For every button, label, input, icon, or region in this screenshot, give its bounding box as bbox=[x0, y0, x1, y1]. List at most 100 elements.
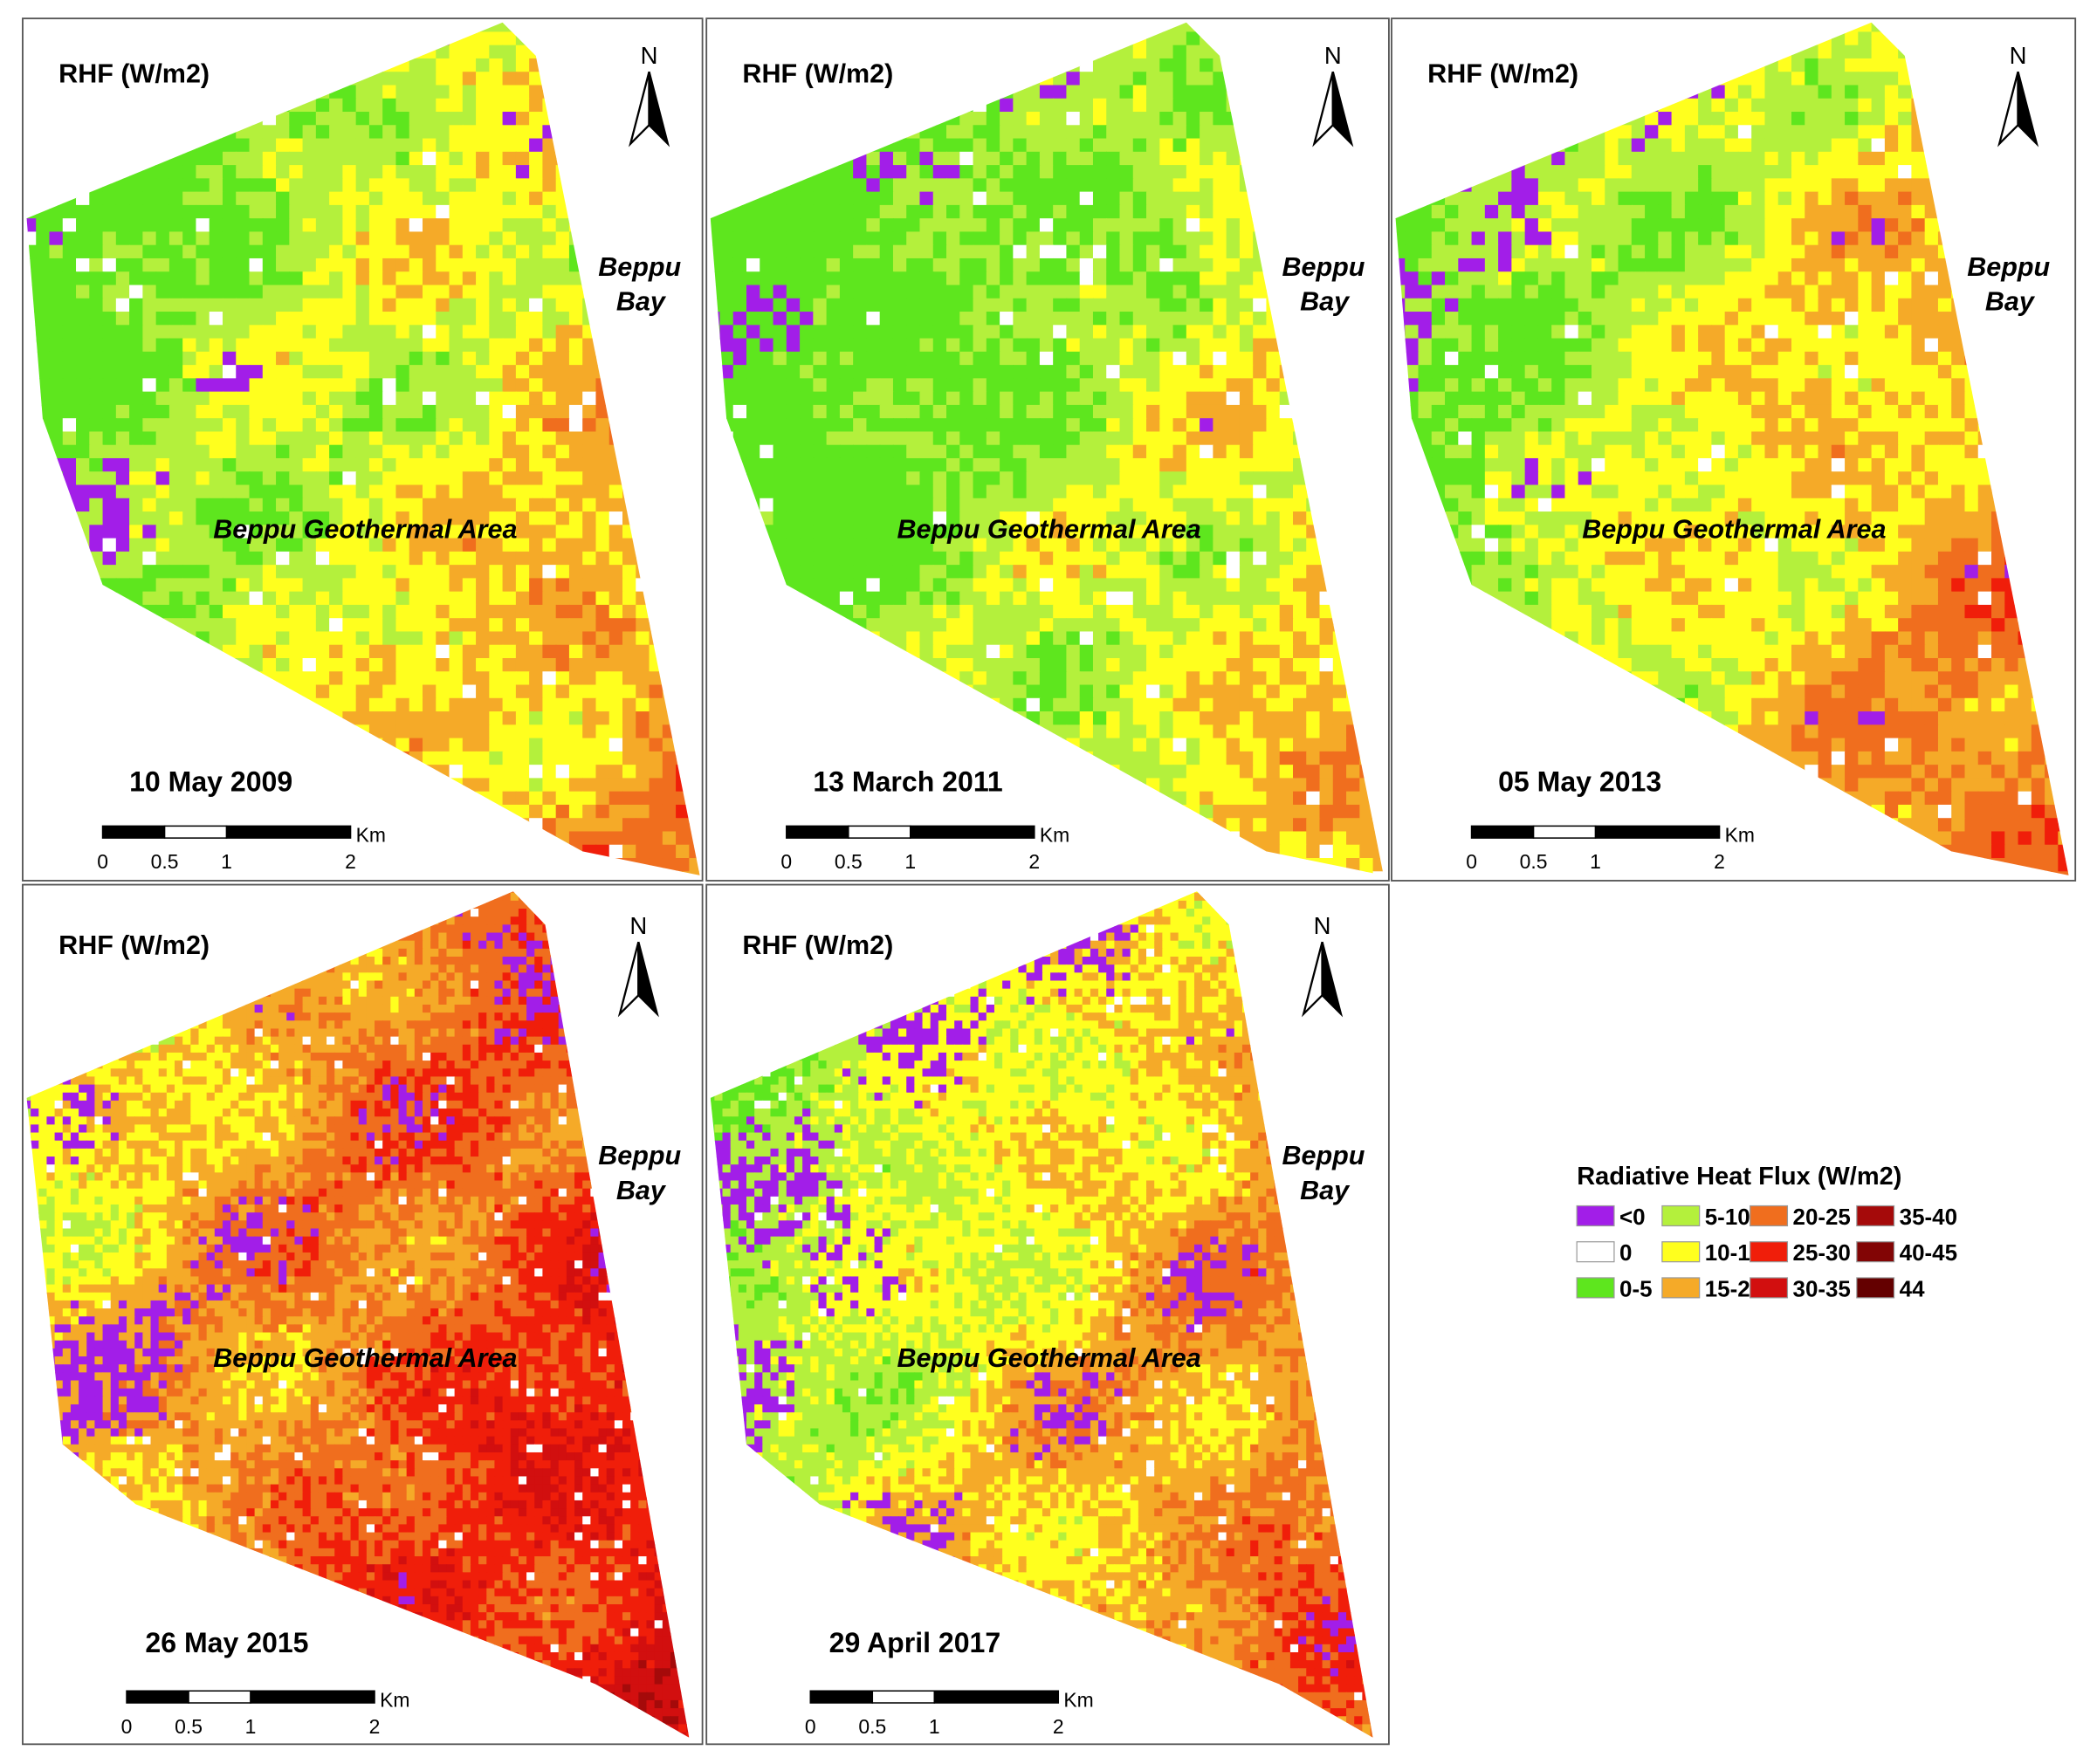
raster-cell bbox=[542, 191, 557, 206]
raster-cell bbox=[289, 365, 304, 380]
raster-cell bbox=[262, 125, 277, 140]
raster-cell bbox=[1026, 351, 1041, 366]
raster-cell bbox=[1186, 112, 1200, 127]
raster-cell bbox=[1239, 391, 1254, 406]
raster-cell bbox=[959, 418, 974, 433]
raster-cell bbox=[502, 204, 517, 219]
raster-cell bbox=[1000, 257, 1014, 272]
raster-cell bbox=[222, 404, 237, 419]
raster-cell bbox=[262, 538, 277, 553]
raster-cell bbox=[502, 404, 517, 419]
raster-cell bbox=[289, 178, 304, 193]
raster-cell bbox=[1119, 112, 1134, 127]
raster-cell bbox=[582, 671, 597, 686]
raster-cell bbox=[582, 658, 597, 673]
raster-cell bbox=[49, 404, 64, 419]
raster-cell bbox=[489, 444, 504, 459]
raster-cell bbox=[249, 578, 264, 593]
raster-cell bbox=[502, 591, 517, 606]
raster-cell bbox=[395, 444, 410, 459]
raster-cell bbox=[636, 818, 650, 833]
raster-cell bbox=[710, 257, 721, 272]
raster-cell bbox=[1119, 338, 1134, 353]
raster-cell bbox=[276, 484, 291, 499]
raster-cell bbox=[262, 298, 277, 312]
raster-cell bbox=[289, 257, 304, 272]
raster-cell bbox=[168, 471, 183, 486]
raster-cell bbox=[436, 711, 450, 726]
raster-cell bbox=[409, 191, 423, 206]
raster-cell bbox=[1132, 418, 1147, 433]
raster-cell bbox=[1053, 325, 1068, 340]
raster-cell bbox=[932, 298, 947, 312]
raster-cell bbox=[1213, 431, 1227, 446]
raster-cell bbox=[1000, 125, 1014, 140]
raster-cell bbox=[906, 244, 921, 259]
raster-cell bbox=[1066, 244, 1081, 259]
raster-cell bbox=[529, 138, 544, 153]
raster-cell bbox=[449, 72, 464, 86]
raster-cell bbox=[329, 191, 344, 206]
raster-cell bbox=[395, 338, 410, 353]
raster-cell bbox=[209, 457, 223, 473]
raster-cell bbox=[236, 138, 251, 153]
raster-cell bbox=[1066, 431, 1081, 446]
raster-cell bbox=[315, 457, 330, 473]
raster-cell bbox=[649, 818, 663, 833]
raster-cell bbox=[529, 697, 544, 712]
raster-cell bbox=[368, 244, 383, 259]
raster-cell bbox=[276, 178, 291, 193]
raster-cell bbox=[649, 844, 663, 859]
raster-cell bbox=[582, 457, 597, 473]
raster-cell bbox=[555, 404, 570, 419]
raster-cell bbox=[289, 391, 304, 406]
raster-cell bbox=[732, 298, 747, 312]
raster-cell bbox=[542, 551, 557, 566]
raster-cell bbox=[302, 325, 317, 340]
raster-cell bbox=[449, 151, 464, 166]
raster-cell bbox=[1159, 298, 1174, 312]
raster-cell bbox=[115, 538, 130, 553]
raster-cell bbox=[529, 738, 544, 752]
raster-cell bbox=[476, 431, 491, 446]
raster-cell bbox=[986, 138, 1000, 153]
raster-cell bbox=[342, 112, 357, 127]
raster-cell bbox=[368, 697, 383, 712]
raster-cell bbox=[800, 338, 815, 353]
raster-cell bbox=[168, 378, 183, 393]
raster-cell bbox=[866, 204, 881, 219]
raster-cell bbox=[1213, 112, 1227, 127]
raster-cell bbox=[515, 738, 530, 752]
raster-cell bbox=[436, 72, 450, 86]
raster-cell bbox=[342, 697, 357, 712]
raster-cell bbox=[866, 312, 881, 326]
raster-cell bbox=[355, 231, 370, 246]
raster-cell bbox=[476, 658, 491, 673]
raster-cell bbox=[515, 498, 530, 512]
raster-cell bbox=[555, 431, 570, 446]
raster-cell bbox=[636, 765, 650, 779]
raster-cell bbox=[502, 724, 517, 739]
raster-cell bbox=[395, 165, 410, 180]
raster-cell bbox=[115, 338, 130, 353]
raster-cell bbox=[906, 285, 921, 299]
raster-cell bbox=[1053, 165, 1068, 180]
raster-cell bbox=[1119, 418, 1134, 433]
raster-cell bbox=[582, 378, 597, 393]
raster-cell bbox=[746, 338, 761, 353]
raster-cell bbox=[568, 418, 583, 433]
raster-cell bbox=[236, 498, 251, 512]
raster-cell bbox=[542, 218, 557, 233]
raster-cell bbox=[342, 391, 357, 406]
raster-cell bbox=[368, 525, 383, 539]
raster-cell bbox=[986, 298, 1000, 312]
raster-cell bbox=[142, 338, 157, 353]
raster-cell bbox=[813, 391, 828, 406]
raster-cell bbox=[289, 285, 304, 299]
raster-cell bbox=[1092, 325, 1107, 340]
raster-cell bbox=[449, 511, 464, 526]
raster-cell bbox=[436, 484, 450, 499]
raster-cell bbox=[182, 498, 197, 512]
raster-cell bbox=[249, 271, 264, 286]
raster-cell bbox=[813, 178, 828, 193]
